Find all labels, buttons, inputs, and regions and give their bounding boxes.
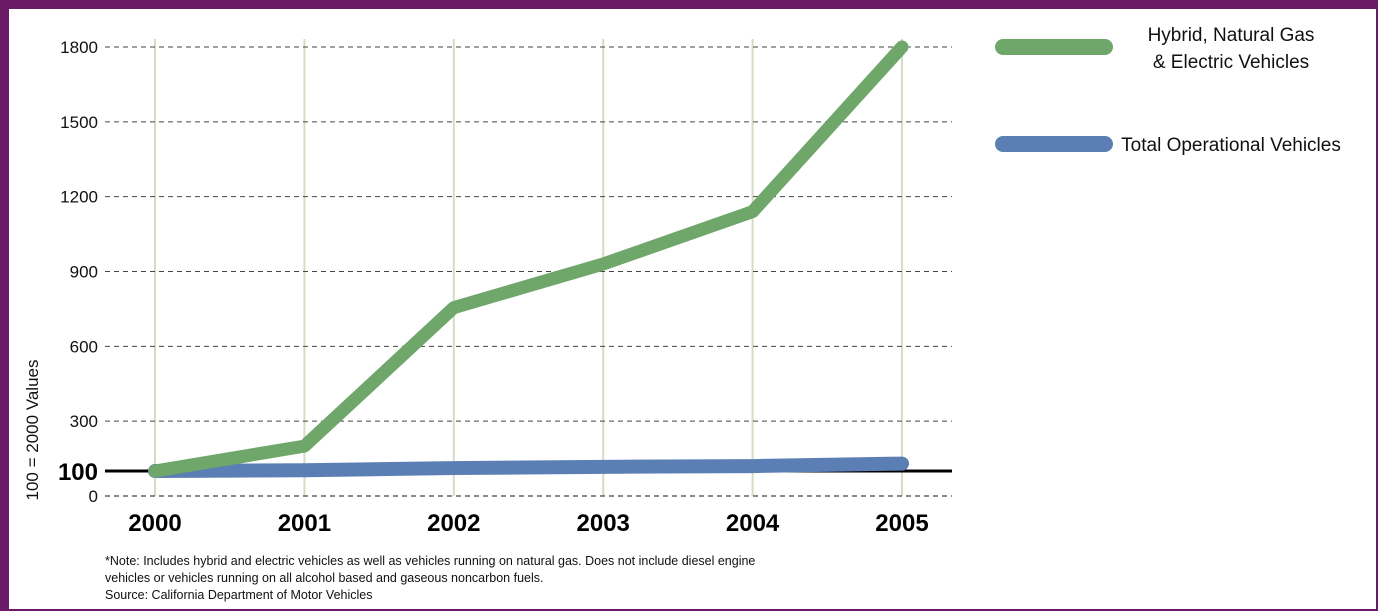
y-tick-label: 300 <box>70 412 98 431</box>
chart-note: *Note: Includes hybrid and electric vehi… <box>105 553 1005 604</box>
x-tick-label: 2004 <box>726 510 780 537</box>
y-axis-label: 100 = 2000 Values <box>23 360 42 501</box>
note-line: vehicles or vehicles running on all alco… <box>105 571 544 585</box>
y-tick-label: 900 <box>70 263 98 282</box>
series-lines <box>148 40 909 479</box>
series-line-total-operational <box>148 456 909 479</box>
x-tick-label: 2000 <box>128 510 181 537</box>
x-tick-label: 2001 <box>278 510 331 537</box>
y-tick-label: 1800 <box>60 38 98 57</box>
y-tick-label: 600 <box>70 337 98 356</box>
x-axis-ticks: 2000 2001 2002 2003 2004 2005 <box>128 510 928 537</box>
legend-label: Total Operational Vehicles <box>1121 135 1341 156</box>
legend: Hybrid, Natural Gas & Electric Vehicles To… <box>995 25 1341 156</box>
y-tick-label: 1500 <box>60 113 98 132</box>
x-tick-label: 2003 <box>577 510 630 537</box>
grid <box>105 39 952 497</box>
series-line-hybrid-natural-gas-electric <box>148 40 909 478</box>
y-tick-label: 0 <box>89 487 98 506</box>
x-tick-label: 2005 <box>875 510 928 537</box>
legend-label: & Electric Vehicles <box>1153 52 1309 73</box>
x-tick-label: 2002 <box>427 510 480 537</box>
legend-label: Hybrid, Natural Gas <box>1148 25 1315 46</box>
note-line: *Note: Includes hybrid and electric vehi… <box>105 554 756 568</box>
y-axis-ticks: 0 300 600 900 1200 1500 1800 100 <box>58 38 98 506</box>
source-line: Source: California Department of Motor V… <box>105 588 373 602</box>
baseline-label: 100 <box>58 459 98 486</box>
y-tick-label: 1200 <box>60 188 98 207</box>
